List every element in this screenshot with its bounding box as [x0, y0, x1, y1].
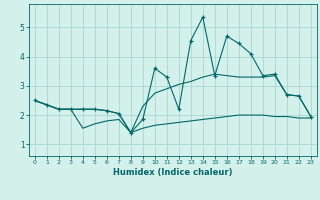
- X-axis label: Humidex (Indice chaleur): Humidex (Indice chaleur): [113, 168, 233, 177]
